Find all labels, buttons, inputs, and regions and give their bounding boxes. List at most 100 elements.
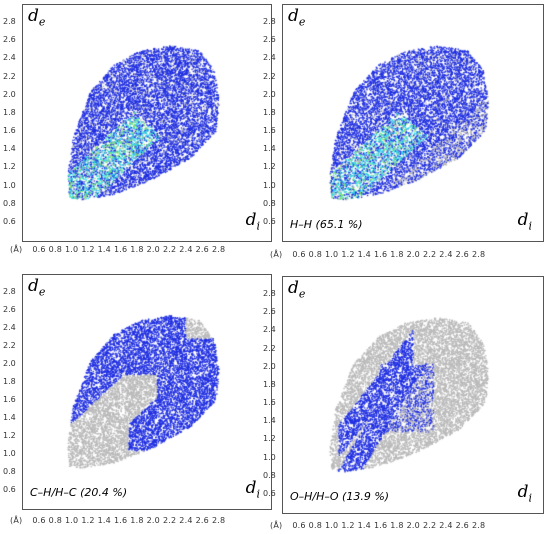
y-tick-label: 1.4 [263, 144, 276, 154]
y-tick-label: 2.0 [263, 361, 276, 371]
y-tick-label: 1.0 [3, 449, 16, 458]
x-tick-label: 2.6 [195, 516, 209, 525]
x-tick-label: 2.2 [162, 245, 177, 254]
x-tick-label: 2.2 [162, 516, 177, 525]
x-tick-label: 2.8 [471, 521, 486, 530]
y-tick-label: 1.0 [3, 180, 16, 190]
y-tick-label: 2.6 [263, 307, 276, 317]
x-tick-label: 2.0 [146, 245, 160, 254]
x-tick-label: 0.8 [308, 521, 322, 530]
y-tick-label: 2.8 [263, 17, 276, 27]
x-tick-row: (Å) 0.6 0.8 1.0 1.2 1.4 1.6 1.8 2.0 2.2 2.4 2.6 2.8 [10, 516, 228, 525]
x-tick-label: 0.6 [32, 516, 46, 525]
x-tick-label: 2.0 [406, 521, 420, 530]
x-tick-label: 0.8 [48, 516, 62, 525]
x-tick-label: 1.8 [390, 521, 404, 530]
x-tick-label: 1.6 [113, 516, 128, 525]
y-tick-label: 2.0 [3, 89, 16, 99]
x-tick-label: 1.8 [130, 516, 144, 525]
axis-unit: (Å) [10, 245, 23, 254]
x-tick-label: 1.0 [64, 516, 79, 525]
y-tick-label: 2.2 [263, 343, 276, 353]
y-tick-label: 1.8 [263, 107, 276, 117]
x-tick-label: 1.0 [324, 521, 339, 530]
y-tick-label: 0.6 [3, 485, 16, 494]
y-tick-label: 2.4 [263, 325, 276, 335]
y-tick-label: 2.6 [3, 35, 16, 45]
x-tick-label: 2.8 [211, 245, 226, 254]
fingerprint-plot-hh: 0.60.81.01.21.41.61.82.02.22.42.62.8dedi… [263, 4, 544, 262]
x-tick-label: 0.8 [308, 250, 322, 259]
x-tick-label: 1.8 [130, 245, 144, 254]
y-tick-label: 1.2 [263, 162, 276, 172]
y-tick-label: 1.4 [3, 144, 16, 154]
x-tick-row: (Å) 0.6 0.8 1.0 1.2 1.4 1.6 1.8 2.0 2.2 2.4 2.6 2.8 [10, 245, 228, 254]
x-tick-label: 1.6 [373, 250, 388, 259]
axis-unit: (Å) [270, 521, 283, 530]
y-tick-label: 2.2 [263, 71, 276, 81]
x-tick-label: 2.6 [195, 245, 209, 254]
y-tick-label: 2.4 [263, 53, 276, 63]
x-tick-label: 2.2 [422, 250, 437, 259]
y-tick-label: 1.2 [3, 431, 16, 440]
y-tick-label: 1.6 [3, 395, 16, 404]
y-tick-label: 2.6 [263, 35, 276, 45]
y-tick-label: 2.8 [3, 287, 16, 296]
x-tick-row: (Å) 0.6 0.8 1.0 1.2 1.4 1.6 1.8 2.0 2.2 2.4 2.6 2.8 [270, 521, 488, 530]
y-tick-label: 2.0 [263, 89, 276, 99]
x-tick-label: 1.4 [97, 245, 111, 254]
fingerprint-plot-full: 0.60.81.01.21.41.61.82.02.22.42.62.8dedi [3, 4, 272, 262]
y-tick-label: 2.4 [3, 323, 16, 332]
x-tick-label: 1.2 [341, 250, 355, 259]
x-tick-label: 1.8 [390, 250, 404, 259]
y-tick-label: 1.0 [263, 452, 276, 462]
y-tick-label: 0.8 [263, 198, 276, 208]
y-tick-label: 2.0 [3, 359, 16, 368]
x-tick-label: 1.6 [373, 521, 388, 530]
y-tick-label: 1.8 [3, 107, 16, 117]
x-tick-label: 2.4 [439, 521, 453, 530]
fingerprint-scatter [283, 277, 543, 513]
y-tick-label: 1.8 [3, 377, 16, 386]
fingerprint-scatter [23, 5, 271, 241]
y-tick-label: 0.8 [3, 467, 16, 476]
y-tick-label: 2.4 [3, 53, 16, 63]
x-tick-label: 1.2 [81, 516, 95, 525]
x-tick-label: 0.6 [32, 245, 46, 254]
x-tick-label: 1.4 [97, 516, 111, 525]
axis-unit: (Å) [10, 516, 23, 525]
y-tick-label: 1.4 [263, 416, 276, 426]
x-tick-label: 2.6 [455, 521, 469, 530]
y-tick-label: 2.2 [3, 71, 16, 81]
x-tick-label: 0.6 [292, 521, 306, 530]
fingerprint-plot-oh: 0.60.81.01.21.41.61.82.02.22.42.62.8dedi… [263, 276, 544, 534]
x-tick-row: (Å) 0.6 0.8 1.0 1.2 1.4 1.6 1.8 2.0 2.2 2.4 2.6 2.8 [270, 250, 488, 259]
fingerprint-scatter [23, 275, 271, 509]
x-tick-label: 2.2 [422, 521, 437, 530]
y-tick-label: 1.4 [3, 413, 16, 422]
y-tick-label: 2.8 [3, 17, 16, 27]
y-tick-label: 0.6 [263, 488, 276, 498]
y-tick-label: 1.2 [263, 434, 276, 444]
x-tick-label: 2.0 [406, 250, 420, 259]
y-tick-label: 0.6 [3, 216, 16, 226]
x-tick-label: 1.2 [81, 245, 95, 254]
y-tick-label: 0.6 [263, 216, 276, 226]
x-tick-label: 2.4 [439, 250, 453, 259]
y-tick-label: 1.2 [3, 162, 16, 172]
x-tick-label: 2.6 [455, 250, 469, 259]
y-tick-label: 2.2 [3, 341, 16, 350]
x-tick-label: 0.6 [292, 250, 306, 259]
x-tick-label: 2.8 [211, 516, 226, 525]
y-tick-label: 1.6 [263, 398, 276, 408]
axis-unit: (Å) [270, 250, 283, 259]
x-tick-label: 2.4 [179, 516, 193, 525]
y-tick-label: 2.6 [3, 305, 16, 314]
x-tick-label: 0.8 [48, 245, 62, 254]
y-tick-label: 1.6 [3, 126, 16, 136]
x-tick-label: 1.4 [357, 521, 371, 530]
x-tick-label: 2.4 [179, 245, 193, 254]
y-tick-label: 0.8 [3, 198, 16, 208]
y-tick-label: 2.8 [263, 289, 276, 299]
x-tick-label: 2.0 [146, 516, 160, 525]
